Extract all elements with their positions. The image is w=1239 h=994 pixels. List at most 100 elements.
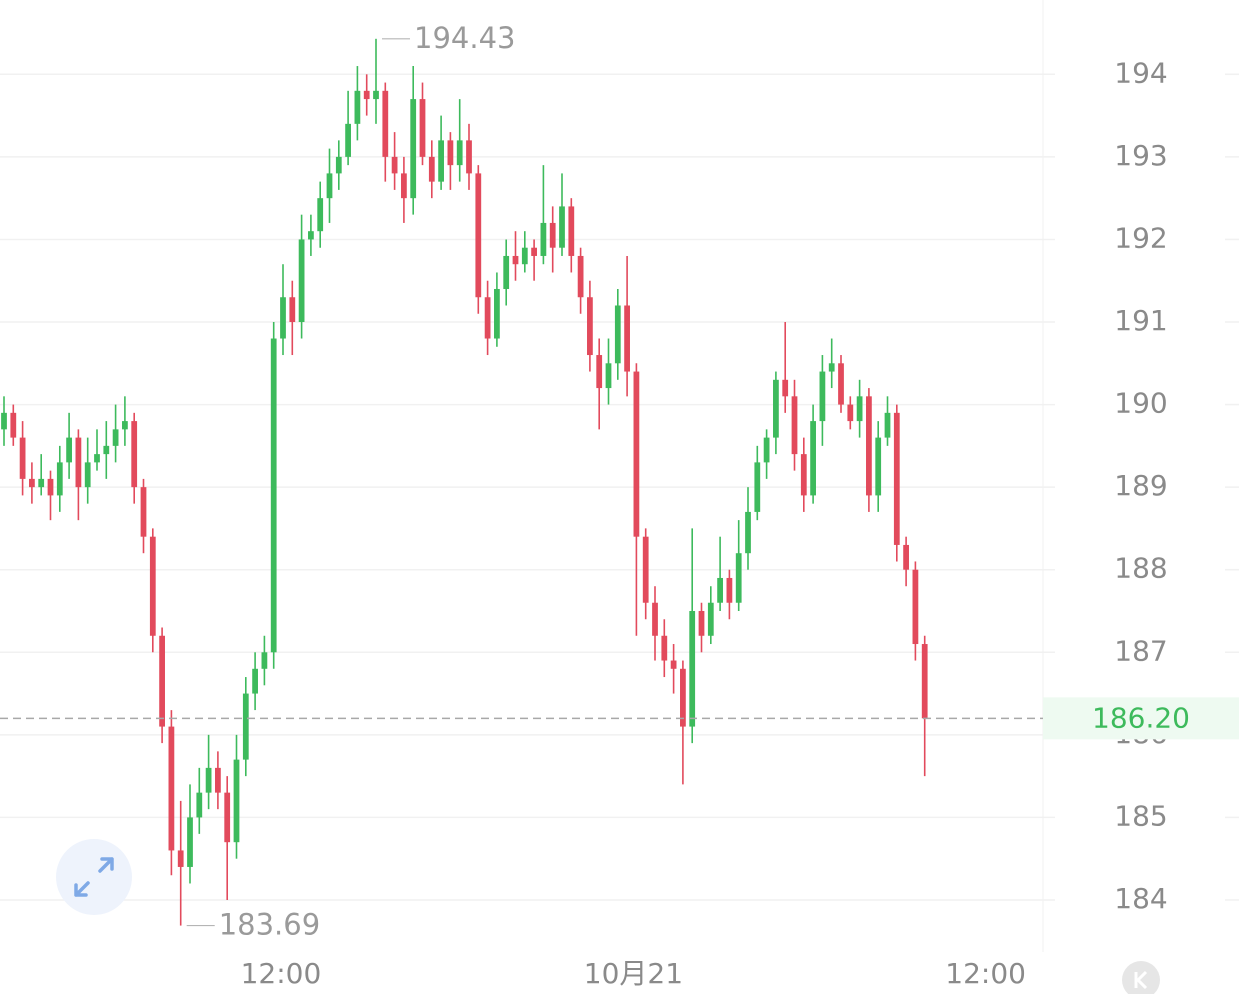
candle-body <box>903 544 909 570</box>
candle-body <box>382 90 389 157</box>
k-button[interactable] <box>1122 961 1160 994</box>
candle-body <box>298 239 305 323</box>
candle-body <box>847 404 854 422</box>
candle-body <box>419 99 426 157</box>
candle-body <box>224 792 231 843</box>
candle-body <box>401 173 407 199</box>
candle-body <box>726 577 733 603</box>
candle-body <box>47 478 54 496</box>
candle-body <box>614 305 621 364</box>
candle-body <box>438 140 444 182</box>
candle-body <box>261 652 268 669</box>
candle-body <box>94 454 100 463</box>
candle-body <box>475 173 482 298</box>
candle-body <box>196 792 203 818</box>
candle-body <box>866 396 872 496</box>
candle-body <box>549 222 556 248</box>
candle-body <box>354 90 361 124</box>
candle-body <box>187 817 193 867</box>
candle-body <box>698 610 705 636</box>
candle-body <box>763 437 770 463</box>
candle-body <box>828 363 835 372</box>
candle-body <box>233 759 240 843</box>
candle-body <box>363 90 370 100</box>
candle-body <box>205 767 212 793</box>
last-price-label: 186.20 <box>1092 701 1190 734</box>
candle-body <box>893 412 900 545</box>
x-tick-label: 10月21 <box>584 957 683 990</box>
candle-body <box>745 511 751 554</box>
candle-body <box>112 429 119 446</box>
candle-body <box>587 297 593 356</box>
candle-body <box>782 379 789 397</box>
candle-body <box>308 231 314 240</box>
candle-body <box>521 247 528 265</box>
y-tick-label: 190 <box>1114 387 1167 420</box>
candle-body <box>680 668 686 727</box>
max-price-label: 194.43 <box>414 21 515 55</box>
candle-body <box>317 198 324 232</box>
candle-body <box>819 371 826 422</box>
labels: 18418518618718818919019119219319412:0010… <box>0 21 1239 990</box>
candle-body <box>540 222 547 256</box>
candle-body <box>624 305 630 372</box>
candle-body <box>456 140 463 166</box>
y-tick-label: 192 <box>1114 221 1167 254</box>
candle-body <box>215 767 221 793</box>
y-tick-label: 191 <box>1114 304 1167 337</box>
y-tick-label: 189 <box>1114 469 1167 502</box>
candle-body <box>345 123 351 157</box>
candle-body <box>84 462 91 488</box>
candle-body <box>38 478 45 488</box>
candle-body <box>503 255 510 289</box>
candle-body <box>531 247 537 256</box>
last-price-box <box>1043 697 1239 740</box>
candle-body <box>289 297 296 323</box>
candle-body <box>252 668 258 694</box>
x-tick-label: 12:00 <box>241 957 322 990</box>
candle-body <box>838 363 844 405</box>
y-tick-label: 187 <box>1114 634 1167 667</box>
candle-body <box>652 602 658 636</box>
candle-body <box>19 437 26 479</box>
candle-body <box>494 288 500 339</box>
candle-body <box>670 660 677 669</box>
candle-body <box>391 156 398 174</box>
candle-body <box>280 297 286 339</box>
candle-body <box>447 140 454 166</box>
candle-body <box>884 412 891 438</box>
min-price-label: 183.69 <box>219 908 320 942</box>
candle-body <box>912 569 919 645</box>
candle-body <box>921 644 928 719</box>
candle-body <box>410 99 417 199</box>
candle-body <box>373 90 379 100</box>
candle-body <box>661 635 668 661</box>
candle-body <box>856 396 863 422</box>
candle-body <box>1 412 7 430</box>
grid <box>0 73 1239 901</box>
candle-body <box>56 462 63 496</box>
candle-body <box>773 379 779 438</box>
candle-body <box>466 140 472 174</box>
candle-body <box>335 156 342 174</box>
candle-body <box>707 602 714 636</box>
candle-body <box>75 437 82 488</box>
candle-body <box>149 536 156 636</box>
candle-body <box>596 355 603 389</box>
y-tick-label: 194 <box>1114 56 1167 89</box>
candle-body <box>875 437 882 496</box>
candle-body <box>177 850 184 867</box>
candle-body <box>159 635 165 727</box>
candle-body <box>168 726 175 851</box>
candle-body <box>103 445 110 455</box>
candle-body <box>242 693 249 760</box>
candle-body <box>428 156 435 182</box>
y-tick-label: 185 <box>1114 799 1167 832</box>
candle-body <box>810 421 816 496</box>
candle-body <box>326 173 333 199</box>
x-tick-label: 12:00 <box>945 957 1026 990</box>
expand-button[interactable] <box>56 839 132 915</box>
candle-body <box>10 412 17 438</box>
candle-body <box>131 421 138 488</box>
